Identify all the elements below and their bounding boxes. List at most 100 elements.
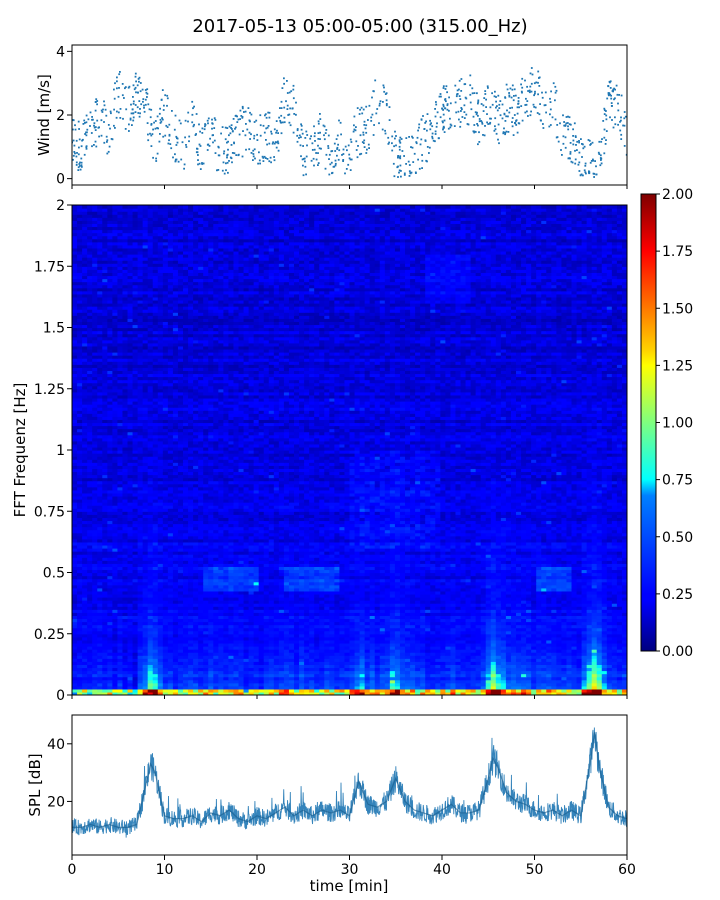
wind-point: [524, 80, 526, 82]
wind-point: [297, 129, 299, 131]
wind-point: [518, 97, 520, 99]
wind-point: [113, 89, 115, 91]
wind-point: [441, 108, 443, 110]
wind-point: [507, 89, 509, 91]
wind-point: [166, 95, 168, 97]
wind-point: [549, 113, 551, 115]
wind-point: [135, 104, 137, 106]
wind-point: [525, 98, 527, 100]
wind-point: [343, 153, 345, 155]
wind-point: [617, 94, 619, 96]
wind-point: [203, 163, 205, 165]
wind-point: [157, 153, 159, 155]
wind-point: [354, 129, 356, 131]
wind-point: [389, 119, 391, 121]
wind-point: [345, 146, 347, 148]
wind-point: [116, 77, 118, 79]
wind-point: [175, 115, 177, 117]
wind-point: [144, 111, 146, 113]
wind-point: [228, 134, 230, 136]
wind-point: [454, 125, 456, 127]
wind-point: [184, 137, 186, 139]
wind-point: [383, 87, 385, 89]
wind-point: [156, 127, 158, 129]
wind-point: [592, 142, 594, 144]
wind-point: [170, 147, 172, 149]
wind-point: [533, 104, 535, 106]
wind-point: [362, 132, 364, 134]
wind-point: [242, 130, 244, 132]
wind-point: [342, 160, 344, 162]
wind-point: [301, 129, 303, 131]
wind-point: [278, 117, 280, 119]
wind-point: [619, 121, 621, 123]
wind-point: [518, 123, 520, 125]
wind-point: [96, 120, 98, 122]
wind-point: [139, 77, 141, 79]
wind-point: [254, 121, 256, 123]
wind-point: [531, 83, 533, 85]
wind-point: [517, 106, 519, 108]
wind-point: [86, 131, 88, 133]
wind-point: [118, 73, 120, 75]
wind-point: [520, 84, 522, 86]
wind-point: [246, 129, 248, 131]
wind-point: [143, 107, 145, 109]
wind-point: [429, 120, 431, 122]
wind-point: [313, 165, 315, 167]
wind-point: [337, 147, 339, 149]
wind-point: [354, 116, 356, 118]
wind-point: [608, 85, 610, 87]
wind-point: [317, 164, 319, 166]
wind-point: [484, 93, 486, 95]
wind-point: [191, 121, 193, 123]
wind-point: [120, 108, 122, 110]
wind-point: [588, 171, 590, 173]
wind-point: [363, 140, 365, 142]
wind-point: [95, 141, 97, 143]
wind-point: [356, 149, 358, 151]
wind-point: [73, 155, 75, 157]
wind-point: [275, 141, 277, 143]
wind-point: [394, 138, 396, 140]
wind-point: [293, 85, 295, 87]
wind-point: [357, 107, 359, 109]
wind-point: [238, 119, 240, 121]
wind-point: [539, 77, 541, 79]
wind-point: [579, 170, 581, 172]
wind-point: [387, 137, 389, 139]
wind-point: [550, 91, 552, 93]
wind-point: [606, 130, 608, 132]
wind-point: [192, 114, 194, 116]
wind-point: [478, 141, 480, 143]
wind-point: [272, 143, 274, 145]
wind-point: [147, 122, 149, 124]
wind-point: [324, 138, 326, 140]
wind-point: [125, 128, 127, 130]
wind-point: [306, 156, 308, 158]
wind-point: [556, 124, 558, 126]
wind-point: [135, 91, 137, 93]
wind-point: [290, 90, 292, 92]
wind-point: [434, 108, 436, 110]
wind-point: [568, 158, 570, 160]
wind-point: [421, 160, 423, 162]
wind-point: [103, 142, 105, 144]
wind-point: [569, 158, 571, 160]
wind-point: [483, 110, 485, 112]
wind-point: [569, 116, 571, 118]
wind-point: [503, 128, 505, 130]
wind-point: [622, 125, 624, 127]
wind-point: [245, 123, 247, 125]
wind-point: [184, 164, 186, 166]
wind-point: [225, 127, 227, 129]
wind-point: [605, 143, 607, 145]
wind-point: [458, 111, 460, 113]
wind-point: [293, 113, 295, 115]
wind-point: [529, 91, 531, 93]
wind-point: [585, 163, 587, 165]
wind-point: [489, 123, 491, 125]
wind-point: [211, 128, 213, 130]
wind-point: [323, 134, 325, 136]
wind-point: [379, 103, 381, 105]
